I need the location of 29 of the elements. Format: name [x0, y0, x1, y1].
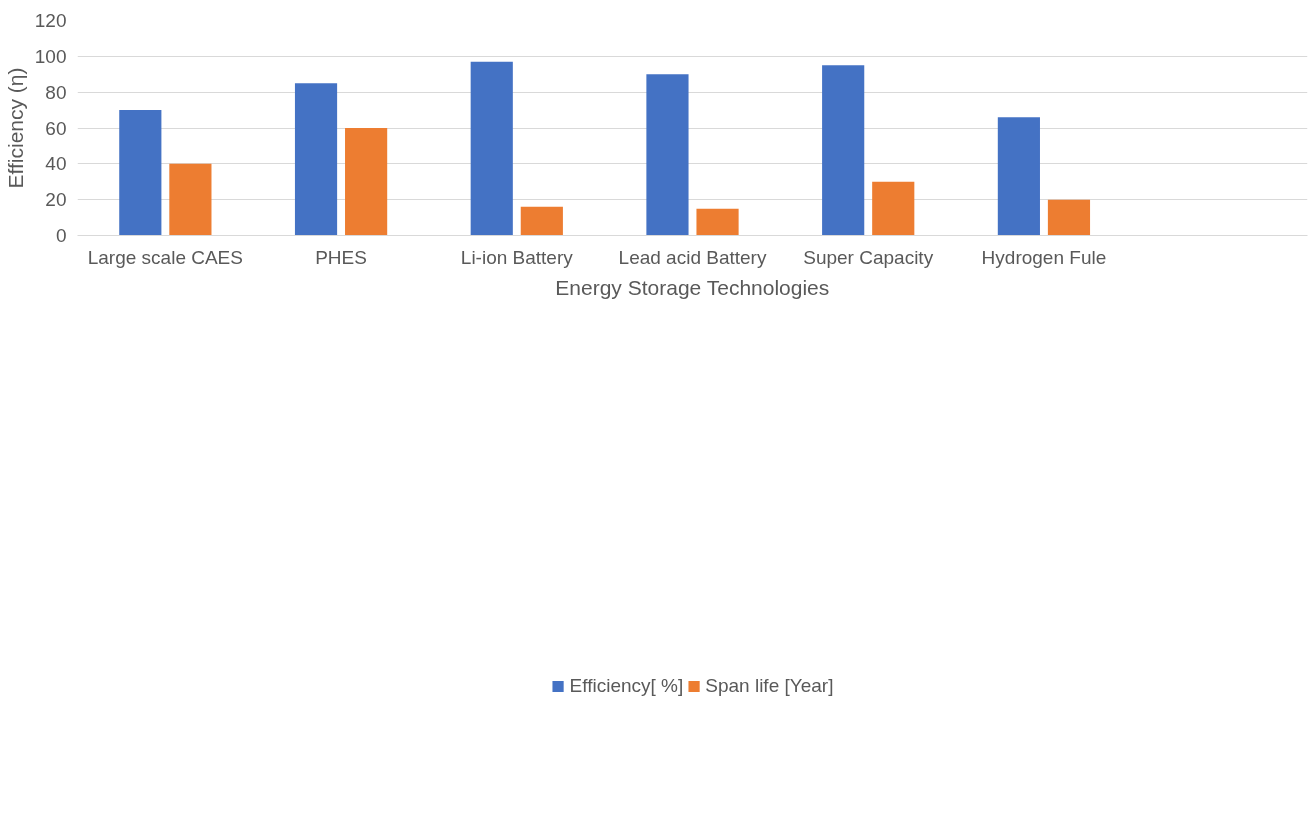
bar: [345, 128, 388, 236]
legend-label: Efficiency[ %]: [569, 674, 684, 697]
x-tick-label: Super Capacity: [803, 246, 934, 268]
y-axis-title: Efficiency (η): [3, 67, 27, 189]
y-tick-label: 80: [45, 81, 67, 103]
bar: [169, 163, 212, 236]
legend-label: Span life [Year]: [705, 674, 834, 697]
y-tick-label: 60: [45, 117, 67, 139]
bar: [872, 181, 915, 236]
x-tick-label: Hydrogen Fule: [981, 246, 1107, 268]
y-tick-label: 100: [34, 45, 67, 67]
y-tick-label: 120: [34, 10, 67, 31]
y-tick-label: 40: [45, 153, 67, 175]
bar: [294, 83, 338, 236]
bar: [1047, 199, 1091, 236]
bar: [119, 110, 162, 236]
bar: [997, 117, 1040, 236]
x-tick-label: Large scale CAES: [87, 246, 243, 268]
x-tick-label: PHES: [315, 246, 367, 268]
y-tick-label: 20: [45, 189, 67, 211]
bar: [646, 74, 689, 236]
x-tick-label: Li-ion Battery: [460, 246, 574, 268]
bar: [822, 65, 865, 236]
bar: [470, 61, 513, 236]
x-tick-label: Lead acid Battery: [618, 246, 767, 268]
bar: [520, 206, 563, 236]
x-axis-title: Energy Storage Technologies: [555, 275, 830, 299]
bar: [696, 208, 739, 236]
y-tick-label: 0: [55, 225, 67, 246]
